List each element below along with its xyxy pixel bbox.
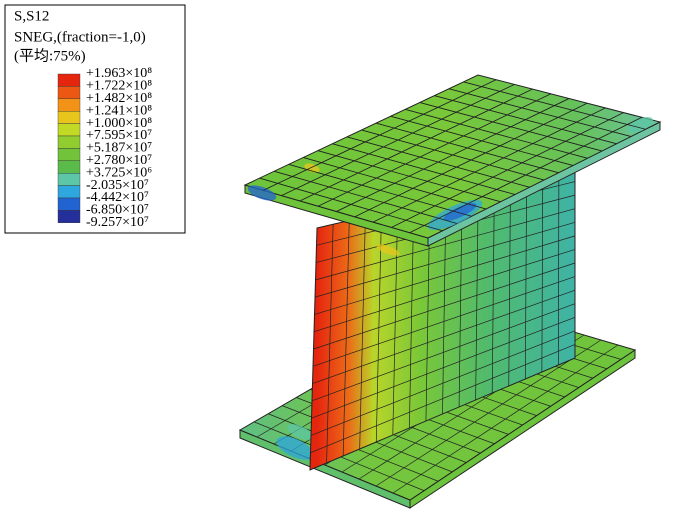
mesh-line (405, 109, 588, 159)
legend-average: (平均:75%) (14, 47, 86, 64)
legend-swatch (57, 185, 81, 199)
mesh-line (303, 157, 487, 210)
mesh-line (390, 115, 574, 166)
mesh-line (375, 122, 559, 174)
legend-swatch (57, 123, 81, 137)
legend-label: -2.035×10⁷ (86, 178, 149, 193)
mesh-line (311, 303, 576, 402)
mesh-line (313, 249, 576, 333)
mesh-line (314, 235, 576, 315)
i-beam-model (238, 74, 662, 509)
mesh-line (312, 276, 576, 367)
mesh-line (314, 221, 576, 298)
legend-swatch (57, 86, 81, 100)
stress-patch (247, 185, 277, 201)
stress-patch (376, 244, 400, 256)
mesh-line (315, 208, 576, 281)
legend-swatch (57, 210, 81, 223)
mesh-line (310, 344, 576, 454)
mesh-line (312, 289, 576, 384)
legend-subtitle: SNEG,(fraction=-1,0) (14, 29, 146, 45)
mesh-line (310, 330, 576, 436)
legend-box (4, 4, 186, 234)
mesh-line (419, 102, 603, 152)
legend-label: -4.442×10⁷ (86, 190, 149, 205)
legend-swatch (57, 172, 81, 186)
legend-label: +1.241×10⁸ (86, 103, 152, 118)
mesh-line (434, 95, 617, 145)
legend-title: S,S12 (14, 8, 49, 24)
legend-label: +1.722×10⁸ (86, 79, 152, 94)
mesh-line (288, 164, 472, 217)
mesh-line (448, 88, 632, 137)
mesh-line (361, 129, 545, 181)
stress-patch (287, 423, 313, 441)
legend-label: +3.725×10⁶ (86, 165, 152, 180)
legend-label: -6.850×10⁷ (86, 203, 149, 218)
mesh-line (274, 170, 458, 224)
legend-swatch (57, 197, 81, 211)
legend-swatch (57, 135, 81, 149)
stress-patch (627, 116, 653, 134)
mesh-line (313, 262, 576, 350)
stress-patch (443, 203, 477, 221)
mesh-line (332, 143, 516, 195)
stress-patch (276, 436, 314, 460)
legend-swatch (57, 73, 81, 87)
top-flange (243, 74, 662, 239)
legend-swatch (57, 110, 81, 124)
legend-label: +2.780×10⁷ (86, 153, 152, 168)
legend-label: +1.000×10⁸ (86, 116, 152, 131)
mesh-line (346, 136, 530, 188)
legend-scale: +1.963×10⁸+1.722×10⁸+1.482×10⁸+1.241×10⁸… (57, 66, 152, 230)
mesh-line (317, 150, 501, 203)
legend-label: +5.187×10⁷ (86, 141, 152, 156)
legend-swatch (57, 98, 81, 112)
legend-label: +7.595×10⁷ (86, 128, 152, 143)
legend-label: +1.963×10⁸ (86, 66, 152, 81)
mesh-line (259, 177, 443, 232)
mesh-line (311, 316, 576, 419)
legend-swatch (57, 160, 81, 174)
legend-swatch (57, 148, 81, 161)
legend-label: -9.257×10⁷ (86, 215, 149, 230)
legend-label: +1.482×10⁸ (86, 91, 152, 106)
mesh-line (463, 81, 646, 130)
